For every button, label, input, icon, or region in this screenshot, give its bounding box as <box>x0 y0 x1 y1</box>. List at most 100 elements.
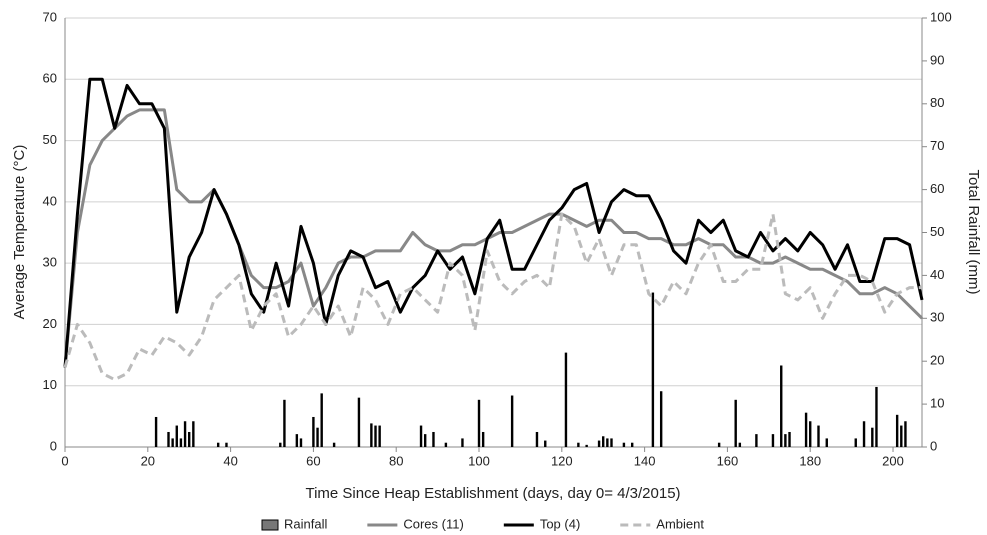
y-tick-label: 30 <box>43 255 57 270</box>
rain-bar <box>854 438 857 447</box>
rain-bar <box>651 292 655 447</box>
y2-tick-label: 70 <box>930 138 944 153</box>
rain-bar <box>577 442 580 447</box>
x-tick-label: 120 <box>551 453 573 468</box>
rain-bar <box>659 391 663 447</box>
y-tick-label: 70 <box>43 9 57 24</box>
y2-tick-label: 10 <box>930 396 944 411</box>
x-tick-label: 160 <box>717 453 739 468</box>
x-tick-label: 0 <box>61 453 68 468</box>
y2-tick-label: 30 <box>930 310 944 325</box>
rain-bar <box>862 421 866 447</box>
y-axis-label: Average Temperature (°C) <box>11 145 28 320</box>
rain-bar <box>357 397 361 447</box>
y-tick-label: 10 <box>43 377 57 392</box>
rain-bar <box>175 425 178 447</box>
rain-bar <box>192 421 195 447</box>
rain-bar <box>788 431 791 447</box>
rain-bar <box>738 442 742 447</box>
rain-bar <box>225 442 228 447</box>
rain-bar <box>771 434 775 447</box>
x-tick-label: 40 <box>223 453 237 468</box>
rain-bar <box>295 434 299 447</box>
rain-bar <box>755 434 758 447</box>
rain-bar <box>183 421 187 447</box>
rain-bar <box>804 412 808 447</box>
rain-bar <box>188 431 191 447</box>
legend-label: Ambient <box>656 516 704 531</box>
rain-bar <box>630 442 634 447</box>
rain-bar <box>419 425 423 447</box>
y2-axis-label: Total Rainfall (mm) <box>965 169 982 294</box>
y2-tick-label: 40 <box>930 267 944 282</box>
y-tick-label: 0 <box>50 438 57 453</box>
rain-bar <box>332 442 336 447</box>
rain-bar <box>871 427 874 447</box>
rain-bar <box>610 438 613 447</box>
rain-bar <box>784 434 787 447</box>
y-tick-label: 60 <box>43 71 57 86</box>
legend-label: Cores (11) <box>403 516 463 531</box>
y2-tick-label: 0 <box>930 438 937 453</box>
rain-bar <box>809 421 812 447</box>
x-tick-label: 200 <box>882 453 904 468</box>
rain-bar <box>817 425 820 447</box>
y2-tick-label: 100 <box>930 9 952 24</box>
y2-tick-label: 60 <box>930 181 944 196</box>
x-tick-label: 60 <box>306 453 320 468</box>
rain-bar <box>780 365 783 447</box>
rain-bar <box>444 442 448 447</box>
y2-tick-label: 80 <box>930 95 944 110</box>
x-axis-label: Time Since Heap Establishment (days, day… <box>305 485 680 502</box>
rain-bar <box>316 427 319 447</box>
x-tick-label: 20 <box>141 453 155 468</box>
rain-bar <box>597 440 601 447</box>
rain-bar <box>370 423 373 447</box>
x-tick-label: 180 <box>799 453 821 468</box>
series-line <box>63 212 922 382</box>
rain-bar <box>510 395 514 447</box>
rain-bar <box>535 431 539 447</box>
rain-bar <box>461 438 464 447</box>
rain-bar <box>374 425 377 447</box>
rain-bar <box>432 431 435 447</box>
rain-bar <box>585 444 588 447</box>
legend-label: Top (4) <box>540 516 580 531</box>
legend-label: Rainfall <box>284 516 327 531</box>
y-tick-label: 20 <box>43 316 57 331</box>
rain-bar <box>622 442 626 447</box>
rain-bar <box>895 414 899 447</box>
rain-bar <box>544 440 547 447</box>
rain-bar <box>167 431 170 447</box>
rain-bar <box>299 438 303 447</box>
y-tick-label: 40 <box>43 193 57 208</box>
x-tick-label: 100 <box>468 453 490 468</box>
rain-bar <box>320 393 323 447</box>
rain-bar <box>717 442 721 447</box>
legend-swatch <box>261 519 279 531</box>
rain-bar <box>900 425 903 447</box>
y2-tick-label: 20 <box>930 353 944 368</box>
rain-bar <box>481 431 485 447</box>
rain-bar <box>606 438 609 447</box>
y2-tick-label: 50 <box>930 224 944 239</box>
rain-bar <box>378 425 381 447</box>
rain-bar <box>423 434 427 447</box>
rain-bar <box>564 352 568 447</box>
rain-bar <box>171 438 174 447</box>
x-tick-label: 140 <box>634 453 656 468</box>
rain-bar <box>283 399 286 447</box>
rain-bar <box>154 416 158 447</box>
rain-bar <box>602 436 605 447</box>
y2-tick-label: 90 <box>930 52 944 67</box>
rain-bar <box>477 399 481 447</box>
rain-bar <box>904 421 907 447</box>
rain-bar <box>734 399 737 447</box>
y-tick-label: 50 <box>43 132 57 147</box>
rain-bar <box>279 442 282 447</box>
rain-bar <box>875 386 878 447</box>
rain-bar <box>216 442 220 447</box>
x-tick-label: 80 <box>389 453 403 468</box>
